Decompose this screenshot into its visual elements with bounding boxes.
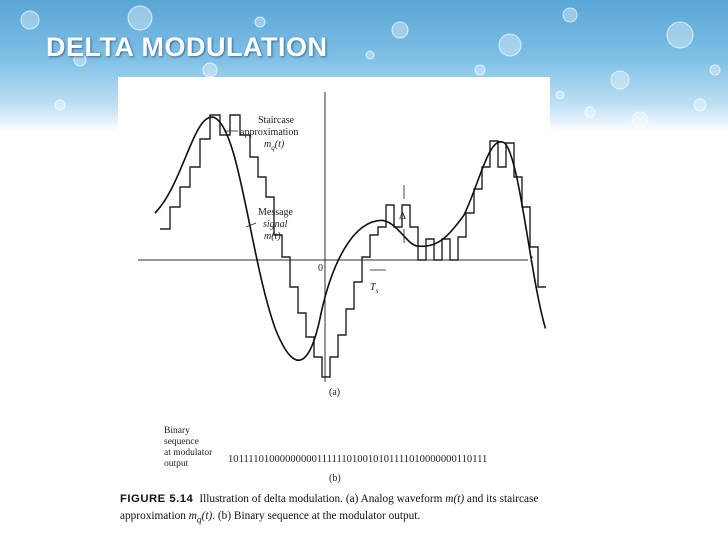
staircase-label-1: Staircase: [258, 115, 295, 126]
message-signal-curve: [154, 116, 547, 362]
delta-label: Δ: [399, 210, 406, 222]
caption-text-2: and its staircase approximation: [120, 493, 539, 522]
origin-label: 0: [318, 263, 323, 274]
message-label-3: m(t): [264, 231, 281, 242]
binary-label-1: Binary: [164, 426, 190, 436]
binary-label-2: sequence: [164, 437, 199, 447]
figure-caption: FIGURE 5.14 Illustration of delta modulat…: [120, 491, 550, 529]
t-axis-label: t: [530, 253, 534, 265]
ts-label: Ts: [370, 282, 379, 295]
delta-modulation-figure: Staircase approximation mq(t) Message si…: [118, 77, 550, 529]
binary-label-3: at modulator: [164, 448, 213, 458]
message-label-2: signal: [263, 219, 288, 230]
bit-sequence: 1011110100000000011111101001010111101000…: [228, 454, 487, 465]
message-leader: [245, 222, 257, 228]
caption-mq: mq(t): [188, 510, 213, 526]
binary-label-4: output: [164, 459, 189, 469]
part-a-label: (a): [329, 387, 340, 398]
slide-title: DELTA MODULATION: [46, 32, 328, 62]
caption-text-1: Illustration of delta modulation. (a) An…: [199, 493, 446, 505]
staircase-label-3: mq(t): [264, 139, 285, 152]
caption-text-3: . (b) Binary sequence at the modulator o…: [212, 510, 421, 522]
figure-number: FIGURE 5.14: [120, 493, 194, 505]
message-label-1: Message: [258, 207, 294, 218]
staircase-label-2: approximation: [240, 127, 298, 138]
caption-m-t: m(t): [445, 493, 465, 505]
waveform-diagram: Staircase approximation mq(t) Message si…: [138, 92, 547, 484]
part-b-label: (b): [329, 473, 341, 484]
